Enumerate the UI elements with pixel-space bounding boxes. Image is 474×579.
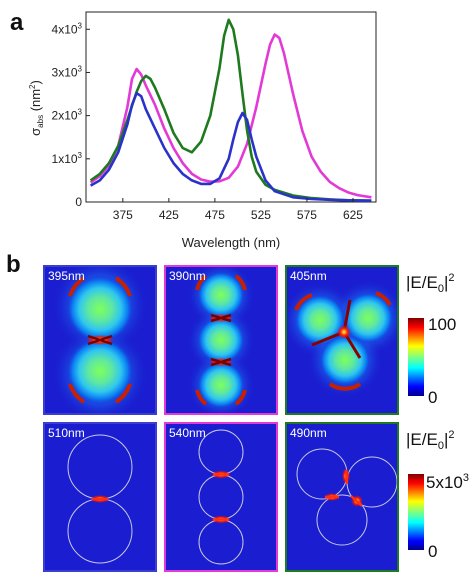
x-axis-label: Wavelength (nm) [182, 235, 281, 250]
map-frame [43, 265, 157, 415]
field-map-triangle-405: 405nm [285, 265, 399, 415]
colorbar-top: |E/E0|2 100 0 [406, 272, 456, 407]
map-wavelength-label: 395nm [48, 269, 85, 283]
y-axis-label-sub: abs [36, 115, 45, 128]
map-wavelength-label: 490nm [290, 426, 327, 440]
y-tick-label: 1x103 [52, 151, 83, 166]
y-tick-label: 3x103 [52, 64, 83, 79]
field-map-triangle-490: 490nm [285, 422, 399, 572]
colorbar-top-title: |E/E0|2 [406, 272, 455, 295]
y-axis-label-unit-sup: 2 [28, 84, 37, 89]
map-wavelength-label: 540nm [169, 426, 206, 440]
colorbar-bottom: |E/E0|2 5x103 0 [406, 429, 469, 561]
x-tick-label: 475 [205, 208, 225, 222]
colorbar-top-gradient [408, 318, 424, 396]
x-tick-label: 375 [113, 208, 133, 222]
map-frame [43, 422, 157, 572]
field-map-chain-390: 390nm [164, 265, 278, 415]
colorbar-bottom-title: |E/E0|2 [406, 429, 455, 452]
x-tick-label: 525 [251, 208, 271, 222]
map-frame [164, 265, 278, 415]
x-tick-label: 625 [343, 208, 363, 222]
y-axis-label-unit-close: ) [28, 80, 43, 84]
colorbar-top-min: 0 [428, 388, 437, 407]
colorbar-bottom-min: 0 [428, 542, 437, 561]
map-frame [164, 422, 278, 572]
series-line-0 [89, 33, 372, 199]
y-ticks: 0 1x103 2x103 3x103 4x103 [52, 21, 90, 209]
series-layer [89, 18, 372, 202]
map-background [286, 423, 398, 571]
absorption-chart: 375 425 475 525 575 625 0 1x103 2x103 3x103 4x103… [28, 11, 377, 250]
y-axis-label-main: σ [28, 128, 43, 136]
x-tick-label: 575 [297, 208, 317, 222]
field-map-chain-540: 540nm [164, 422, 278, 572]
map-wavelength-label: 510nm [48, 426, 85, 440]
map-frame [285, 265, 399, 415]
x-tick-label: 425 [159, 208, 179, 222]
panel-a-label: a [10, 9, 24, 36]
series-line-2 [89, 91, 372, 202]
field-map-dimer-510: 510nm [43, 422, 157, 572]
y-tick-label: 4x103 [52, 21, 83, 36]
map-wavelength-label: 405nm [290, 269, 327, 283]
colorbar-bottom-gradient [408, 474, 424, 550]
y-axis-label: σabs (nm2) [28, 80, 45, 136]
colorbar-top-max: 100 [428, 315, 456, 334]
colorbar-bottom-max: 5x103 [426, 472, 469, 492]
map-wavelength-label: 390nm [169, 269, 206, 283]
y-tick-label: 2x103 [52, 108, 83, 123]
field-map-dimer-395: 395nm [43, 265, 157, 415]
map-background [165, 423, 277, 571]
x-ticks: 375 425 475 525 575 625 [113, 198, 363, 222]
y-axis-label-unit: (nm [28, 89, 43, 115]
y-tick-label: 0 [75, 195, 82, 209]
panel-b-label: b [6, 251, 21, 278]
plot-frame [85, 11, 377, 203]
map-frame [285, 422, 399, 572]
